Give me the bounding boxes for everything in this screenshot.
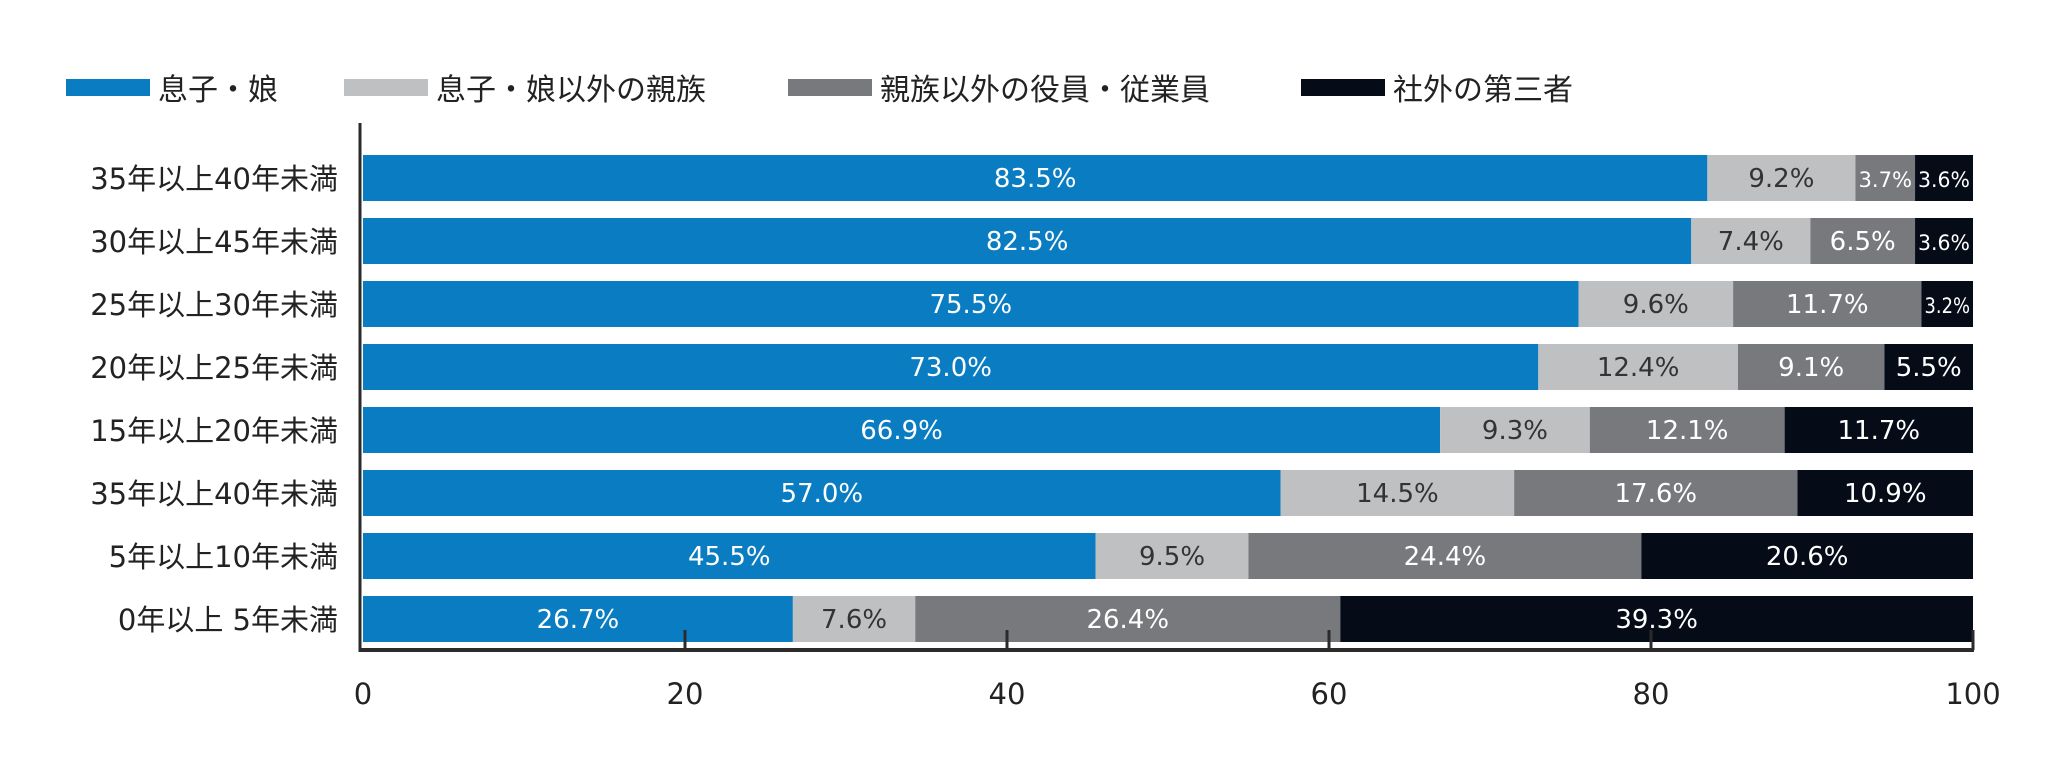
segment-value-label: 66.9%	[860, 416, 943, 446]
bar-segment	[1248, 533, 1642, 579]
segment-value-label: 5.5%	[1896, 353, 1962, 383]
bar-segment	[1707, 155, 1856, 201]
bar-segment	[792, 596, 916, 642]
segment-value-label: 7.4%	[1718, 227, 1784, 257]
category-label: 5年以上10年未満	[109, 540, 338, 574]
legend-item-officers-employees: 親族以外の役員・従業員	[788, 62, 1210, 112]
legend-item-children: 息子・娘	[66, 62, 278, 112]
legend-swatch-officers-employees	[788, 78, 872, 96]
legend-swatch-other-relatives	[344, 78, 428, 96]
segment-value-label: 3.6%	[1918, 168, 1970, 192]
bar-segment	[1855, 155, 1916, 201]
bar-segment	[363, 596, 793, 642]
segment-value-label: 12.1%	[1646, 416, 1729, 446]
bar-segment	[1691, 218, 1811, 264]
x-tick-label: 100	[1945, 677, 2000, 711]
bar-segment	[1538, 344, 1738, 390]
segment-value-label: 11.7%	[1786, 290, 1869, 320]
x-tick-label: 20	[667, 677, 704, 711]
bar-segment	[363, 533, 1096, 579]
category-label: 25年以上30年未満	[90, 288, 338, 322]
bar-segment	[363, 407, 1441, 453]
bar-segment	[915, 596, 1341, 642]
segment-value-label: 82.5%	[986, 227, 1069, 257]
bar-segment	[1797, 470, 1973, 516]
axes-group: 0 20 40 60 80 100	[354, 123, 2001, 711]
segment-value-label: 20.6%	[1766, 542, 1849, 572]
segment-value-label: 57.0%	[781, 479, 864, 509]
category-label: 15年以上20年未満	[90, 414, 338, 448]
segment-value-label: 3.6%	[1918, 231, 1970, 255]
segment-value-label: 39.3%	[1615, 605, 1698, 635]
bar-segment	[1578, 281, 1734, 327]
bar-segment	[1737, 344, 1885, 390]
segment-value-label: 45.5%	[688, 542, 771, 572]
bar-segment	[363, 470, 1281, 516]
bar-segment	[1921, 281, 1973, 327]
segment-value-label: 14.5%	[1356, 479, 1439, 509]
category-label: 35年以上40年未満	[90, 477, 338, 511]
bar-segment	[363, 218, 1692, 264]
segment-value-label: 9.5%	[1139, 542, 1205, 572]
category-labels-group: 35年以上40年未満 30年以上45年未満 25年以上30年未満 20年以上25年未満…	[90, 162, 338, 637]
legend-label-third-party: 社外の第三者	[1393, 73, 1573, 108]
bar-segment	[363, 281, 1579, 327]
bar-segment	[1440, 407, 1590, 453]
x-tick-label: 40	[989, 677, 1026, 711]
segment-value-label: 12.4%	[1597, 353, 1680, 383]
legend-label-other-relatives: 息子・娘以外の親族	[436, 73, 706, 108]
bar-segment	[1095, 533, 1249, 579]
segment-value-label: 7.6%	[821, 605, 887, 635]
legend-swatch-third-party	[1301, 78, 1385, 96]
segment-value-label: 9.6%	[1623, 290, 1689, 320]
category-label: 35年以上40年未満	[90, 162, 338, 196]
bar-segment	[1589, 407, 1785, 453]
bar-segment	[1340, 596, 1973, 642]
legend-item-other-relatives: 息子・娘以外の親族	[344, 62, 706, 112]
bar-segment	[1915, 155, 1973, 201]
segment-value-label: 3.7%	[1858, 168, 1912, 192]
segment-value-label: 6.5%	[1830, 227, 1896, 257]
segment-value-label: 11.7%	[1838, 416, 1921, 446]
segment-value-label: 9.1%	[1778, 353, 1844, 383]
x-tick-label: 80	[1633, 677, 1670, 711]
segment-value-label: 10.9%	[1844, 479, 1927, 509]
legend-item-third-party: 社外の第三者	[1301, 62, 1573, 112]
bar-segment	[1810, 218, 1916, 264]
segment-value-label: 3.2%	[1924, 294, 1970, 318]
segment-value-label: 26.4%	[1086, 605, 1169, 635]
bar-segment	[1641, 533, 1973, 579]
category-label: 0年以上 5年未満	[118, 603, 338, 637]
bar-segment	[1784, 407, 1973, 453]
segment-value-label: 9.2%	[1748, 164, 1814, 194]
category-label: 20年以上25年未満	[90, 351, 338, 385]
segment-value-label: 24.4%	[1404, 542, 1487, 572]
segment-value-label: 83.5%	[994, 164, 1077, 194]
bars-group	[363, 155, 1973, 642]
bar-segment	[363, 344, 1539, 390]
segment-value-label: 75.5%	[929, 290, 1012, 320]
segment-value-label: 17.6%	[1615, 479, 1698, 509]
category-label: 30年以上45年未満	[90, 225, 338, 259]
chart-legend: 息子・娘 息子・娘以外の親族 親族以外の役員・従業員 社外の第三者	[0, 62, 2048, 112]
segment-value-label: 26.7%	[537, 605, 620, 635]
legend-label-children: 息子・娘	[158, 73, 278, 108]
bar-segment	[1280, 470, 1515, 516]
x-tick-label: 60	[1311, 677, 1348, 711]
segment-value-label: 9.3%	[1482, 416, 1548, 446]
bar-segment	[1884, 344, 1973, 390]
x-tick-label: 0	[354, 677, 372, 711]
bar-segment	[363, 155, 1708, 201]
legend-label-officers-employees: 親族以外の役員・従業員	[880, 73, 1210, 108]
bar-segment	[1514, 470, 1798, 516]
legend-swatch-children	[66, 78, 150, 96]
segment-labels-group: 83.5% 9.2% 3.7% 3.6%82.5% 7.4% 6.5% 3.6%75.5% 9…	[537, 164, 1970, 635]
segment-value-label: 73.0%	[909, 353, 992, 383]
bar-segment	[1915, 218, 1973, 264]
bar-segment	[1733, 281, 1922, 327]
